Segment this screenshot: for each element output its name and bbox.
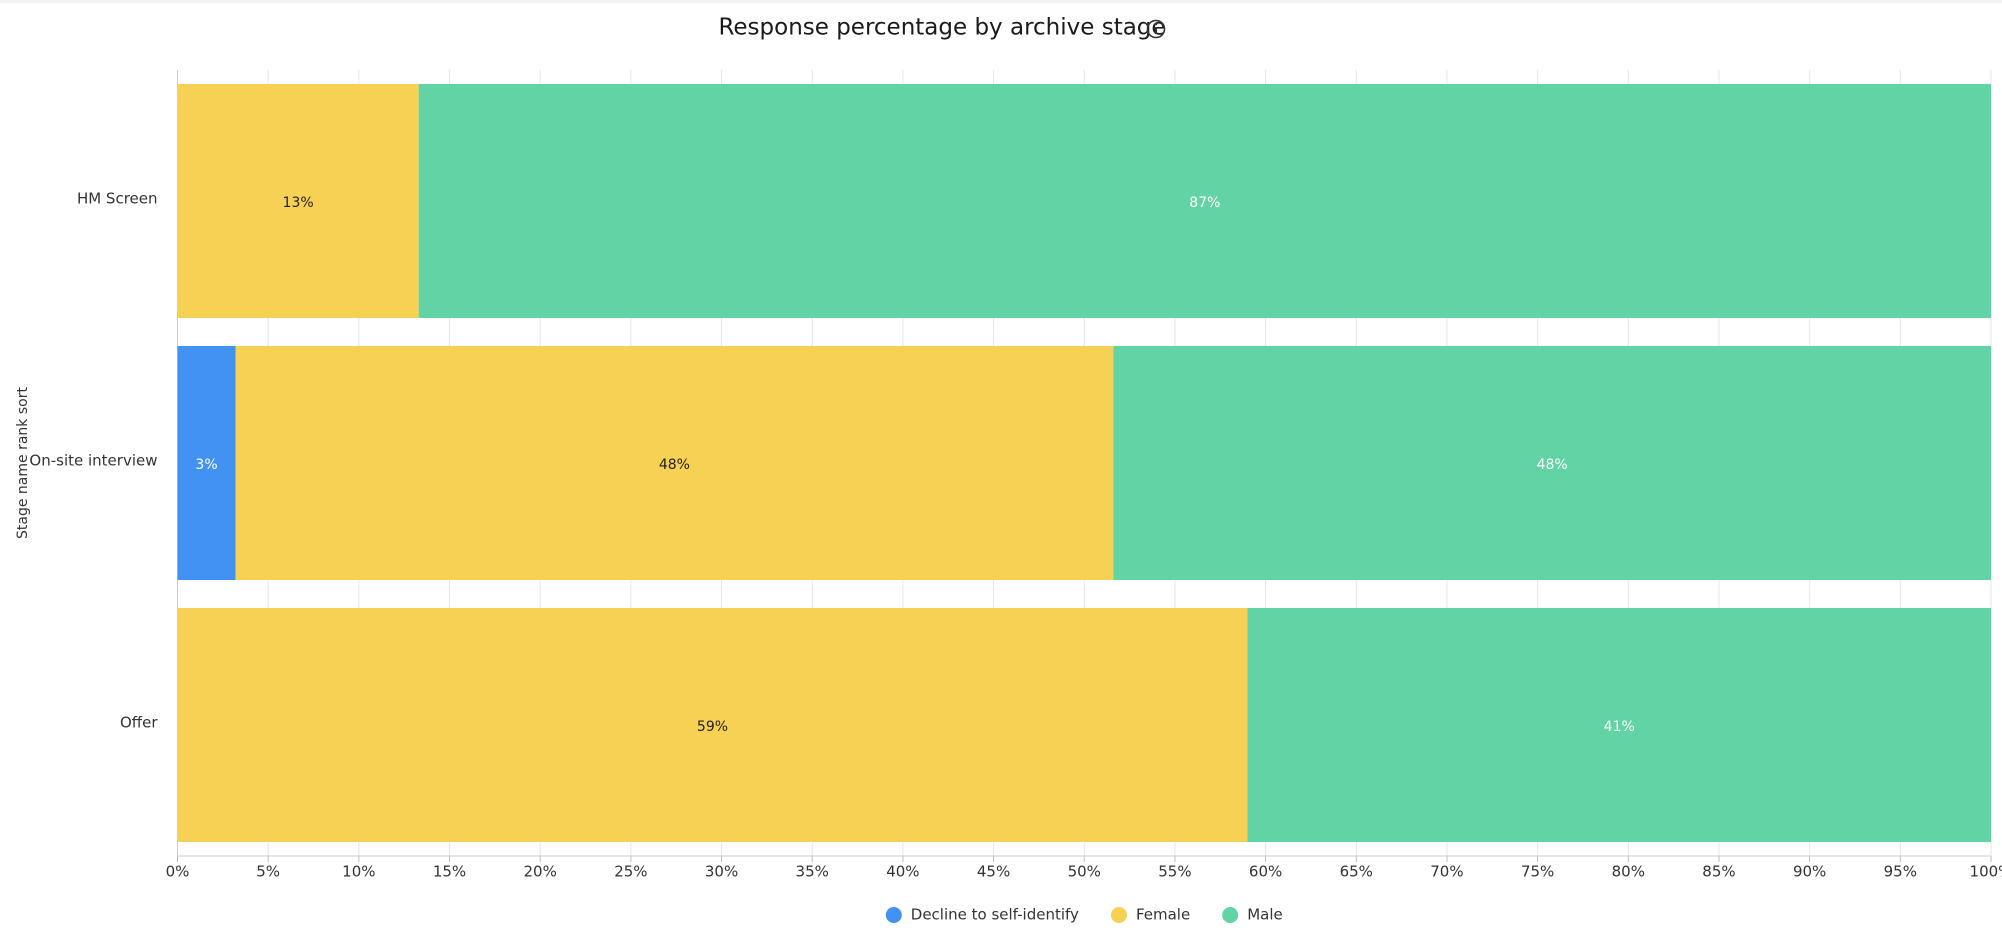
x-tick-label: 80% [1612,863,1645,881]
x-tick-label: 85% [1702,863,1735,881]
x-tick-label: 20% [524,863,557,881]
x-tick-label: 60% [1249,863,1282,881]
x-tick-label: 45% [977,863,1010,881]
x-tick-label: 0% [166,863,190,881]
bar-segment [418,84,1991,318]
legend-marker [1222,907,1239,923]
x-tick-label: 70% [1430,863,1463,881]
legend-label: Male [1247,906,1283,924]
y-tick-label: On-site interview [29,452,157,470]
bar-segment [1247,608,1991,842]
x-tick-label: 90% [1793,863,1826,881]
y-tick-label: Offer [120,714,158,732]
x-tick-label: 5% [256,863,280,881]
x-tick-label: 40% [886,863,919,881]
x-tick-label: 10% [342,863,375,881]
x-tick-label: 75% [1521,863,1554,881]
bar-segment [177,346,236,580]
x-tick-label: 15% [433,863,466,881]
data-label: 59% [697,719,728,735]
data-label: 13% [283,195,314,211]
y-axis-label: Stage name rank sort [15,387,31,539]
chart-title: Response percentage by archive stage [718,15,1165,41]
x-tick-label: 35% [796,863,829,881]
x-tick-label: 50% [1068,863,1101,881]
x-tick-label: 30% [705,863,738,881]
legend: Decline to self-identify Female Male [885,906,1283,924]
x-tick-label: 25% [614,863,647,881]
legend-label: Decline to self-identify [911,906,1079,924]
data-label: 3% [195,457,217,473]
y-tick-label: HM Screen [77,190,158,208]
bar-segment [177,84,419,318]
legend-marker [1110,907,1127,923]
bar-segment [177,608,1248,842]
data-label: 48% [659,457,690,473]
info-icon[interactable] [1146,19,1166,39]
legend-marker [885,907,902,923]
bar-segment [235,346,1114,580]
data-label: 41% [1604,719,1635,735]
x-tick-label: 95% [1884,863,1917,881]
x-tick-label: 100% [1970,863,2002,881]
legend-label: Female [1136,906,1190,924]
data-label: 87% [1189,195,1220,211]
data-label: 48% [1537,457,1568,473]
top-border [0,0,2002,3]
x-tick-label: 65% [1340,863,1373,881]
x-tick-label: 55% [1158,863,1191,881]
bar-segment [1113,346,1991,580]
